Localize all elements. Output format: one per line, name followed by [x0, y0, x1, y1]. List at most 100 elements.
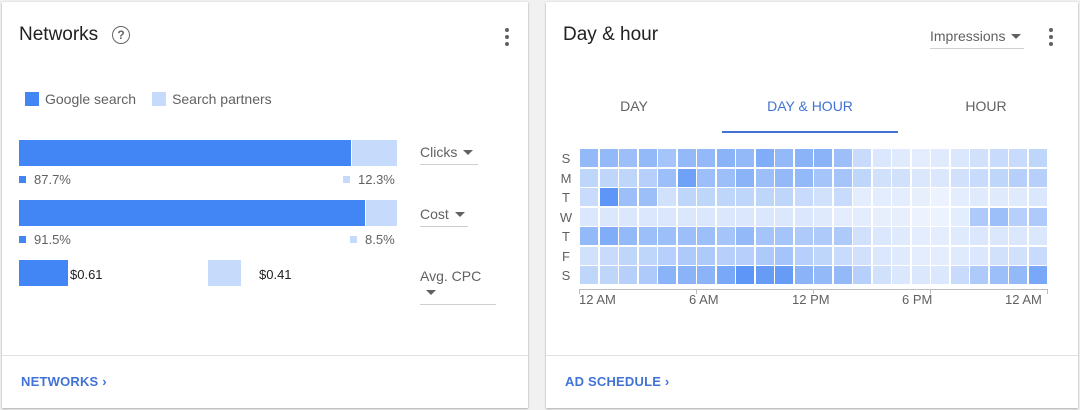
heatmap-cell[interactable]: [872, 207, 891, 226]
heatmap-cell[interactable]: [931, 168, 949, 187]
heatmap-cell[interactable]: [853, 246, 871, 265]
heatmap-cell[interactable]: [599, 149, 618, 167]
heatmap-cell[interactable]: [814, 149, 832, 167]
heatmap-cell[interactable]: [677, 227, 696, 245]
heatmap-cell[interactable]: [638, 266, 657, 284]
heatmap-cell[interactable]: [911, 227, 930, 245]
heatmap-cell[interactable]: [580, 246, 598, 265]
heatmap-cell[interactable]: [677, 168, 696, 187]
heatmap-cell[interactable]: [599, 188, 618, 206]
heatmap-cell[interactable]: [814, 207, 832, 226]
heatmap-cell[interactable]: [736, 246, 754, 265]
ad-schedule-link[interactable]: AD SCHEDULE ›: [565, 374, 670, 389]
heatmap-cell[interactable]: [619, 227, 637, 245]
heatmap-cell[interactable]: [950, 188, 969, 206]
heatmap-cell[interactable]: [580, 149, 598, 167]
heatmap-cell[interactable]: [892, 266, 910, 284]
heatmap-cell[interactable]: [599, 246, 618, 265]
heatmap-cell[interactable]: [833, 246, 852, 265]
heatmap-cell[interactable]: [697, 227, 715, 245]
heatmap-cell[interactable]: [911, 266, 930, 284]
tab-day-and-hour[interactable]: DAY & HOUR: [767, 98, 853, 114]
heatmap-cell[interactable]: [833, 207, 852, 226]
heatmap-cell[interactable]: [931, 149, 949, 167]
heatmap-cell[interactable]: [658, 246, 676, 265]
heatmap-cell[interactable]: [619, 266, 637, 284]
heatmap-cell[interactable]: [1028, 227, 1047, 245]
heatmap-cell[interactable]: [697, 207, 715, 226]
heatmap-cell[interactable]: [716, 266, 735, 284]
heatmap-cell[interactable]: [911, 149, 930, 167]
heatmap-cell[interactable]: [794, 246, 813, 265]
heatmap-cell[interactable]: [814, 246, 832, 265]
heatmap-cell[interactable]: [736, 266, 754, 284]
heatmap-cell[interactable]: [911, 246, 930, 265]
heatmap-cell[interactable]: [872, 266, 891, 284]
heatmap-cell[interactable]: [775, 149, 793, 167]
heatmap-cell[interactable]: [1028, 246, 1047, 265]
heatmap-cell[interactable]: [677, 246, 696, 265]
heatmap-cell[interactable]: [1028, 266, 1047, 284]
heatmap-cell[interactable]: [658, 266, 676, 284]
tab-hour[interactable]: HOUR: [965, 98, 1007, 114]
heatmap-cell[interactable]: [736, 168, 754, 187]
heatmap-cell[interactable]: [931, 266, 949, 284]
heatmap-cell[interactable]: [872, 149, 891, 167]
heatmap-cell[interactable]: [658, 149, 676, 167]
heatmap-cell[interactable]: [658, 207, 676, 226]
heatmap-cell[interactable]: [794, 188, 813, 206]
heatmap-cell[interactable]: [833, 188, 852, 206]
heatmap-cell[interactable]: [853, 188, 871, 206]
heatmap-cell[interactable]: [794, 149, 813, 167]
heatmap-cell[interactable]: [989, 149, 1008, 167]
heatmap-cell[interactable]: [853, 227, 871, 245]
heatmap-cell[interactable]: [716, 246, 735, 265]
heatmap-cell[interactable]: [599, 227, 618, 245]
heatmap-cell[interactable]: [755, 188, 774, 206]
heatmap-cell[interactable]: [970, 246, 988, 265]
heatmap-cell[interactable]: [892, 149, 910, 167]
clicks-metric-dropdown[interactable]: Clicks: [420, 144, 478, 165]
impressions-dropdown[interactable]: Impressions: [930, 28, 1024, 49]
heatmap-cell[interactable]: [989, 227, 1008, 245]
heatmap-cell[interactable]: [970, 207, 988, 226]
heatmap-cell[interactable]: [755, 207, 774, 226]
heatmap-cell[interactable]: [892, 168, 910, 187]
heatmap-cell[interactable]: [794, 227, 813, 245]
heatmap-cell[interactable]: [872, 246, 891, 265]
heatmap-cell[interactable]: [892, 227, 910, 245]
heatmap-cell[interactable]: [950, 227, 969, 245]
heatmap-cell[interactable]: [970, 168, 988, 187]
heatmap-cell[interactable]: [1028, 168, 1047, 187]
heatmap-cell[interactable]: [872, 188, 891, 206]
heatmap-cell[interactable]: [911, 207, 930, 226]
heatmap-cell[interactable]: [794, 266, 813, 284]
heatmap-cell[interactable]: [677, 207, 696, 226]
heatmap-cell[interactable]: [736, 227, 754, 245]
heatmap-cell[interactable]: [931, 246, 949, 265]
help-icon[interactable]: ?: [112, 26, 130, 44]
heatmap-cell[interactable]: [872, 227, 891, 245]
heatmap-cell[interactable]: [911, 168, 930, 187]
heatmap-cell[interactable]: [599, 207, 618, 226]
heatmap-cell[interactable]: [716, 188, 735, 206]
heatmap-cell[interactable]: [755, 168, 774, 187]
heatmap-cell[interactable]: [931, 207, 949, 226]
heatmap-cell[interactable]: [950, 207, 969, 226]
heatmap-cell[interactable]: [892, 207, 910, 226]
heatmap-cell[interactable]: [619, 149, 637, 167]
heatmap-cell[interactable]: [775, 207, 793, 226]
heatmap-cell[interactable]: [853, 149, 871, 167]
heatmap-cell[interactable]: [638, 246, 657, 265]
heatmap-cell[interactable]: [775, 188, 793, 206]
heatmap-cell[interactable]: [697, 266, 715, 284]
heatmap-cell[interactable]: [697, 149, 715, 167]
heatmap-cell[interactable]: [697, 246, 715, 265]
heatmap-cell[interactable]: [638, 149, 657, 167]
heatmap-cell[interactable]: [814, 266, 832, 284]
heatmap-cell[interactable]: [716, 149, 735, 167]
heatmap-cell[interactable]: [736, 149, 754, 167]
heatmap-cell[interactable]: [677, 149, 696, 167]
heatmap-cell[interactable]: [1028, 188, 1047, 206]
heatmap-cell[interactable]: [775, 266, 793, 284]
